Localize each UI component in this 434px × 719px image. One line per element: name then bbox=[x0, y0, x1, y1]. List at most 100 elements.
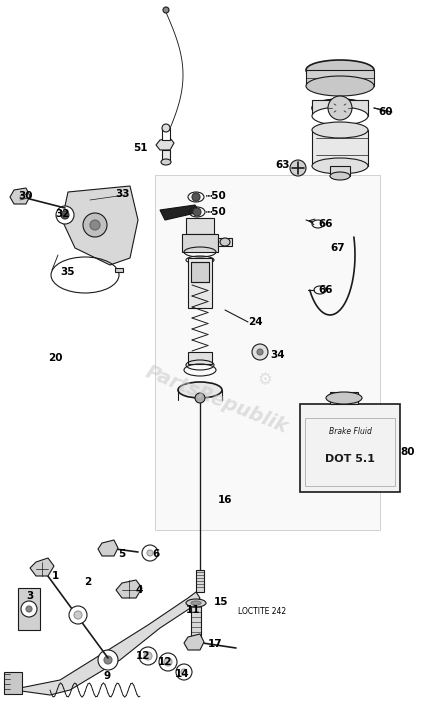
Polygon shape bbox=[156, 138, 174, 150]
Bar bbox=[330, 166, 350, 176]
Polygon shape bbox=[155, 175, 380, 530]
Circle shape bbox=[328, 96, 352, 120]
Polygon shape bbox=[10, 188, 30, 204]
Circle shape bbox=[164, 658, 172, 666]
Text: 32: 32 bbox=[55, 209, 69, 219]
Text: 5: 5 bbox=[118, 549, 125, 559]
Circle shape bbox=[193, 208, 201, 216]
Bar bbox=[191, 605, 201, 643]
Bar bbox=[312, 100, 368, 116]
Bar bbox=[330, 392, 358, 404]
Polygon shape bbox=[10, 592, 200, 695]
Bar bbox=[191, 262, 209, 282]
Bar bbox=[196, 570, 204, 592]
Text: 11: 11 bbox=[186, 605, 201, 615]
Text: 6: 6 bbox=[152, 549, 159, 559]
Text: 66: 66 bbox=[318, 285, 332, 295]
Circle shape bbox=[74, 611, 82, 619]
Circle shape bbox=[195, 393, 205, 403]
Bar bbox=[218, 238, 232, 246]
Circle shape bbox=[252, 344, 268, 360]
Circle shape bbox=[257, 349, 263, 355]
Ellipse shape bbox=[178, 382, 222, 398]
Text: LOCTITE 242: LOCTITE 242 bbox=[238, 608, 286, 616]
Ellipse shape bbox=[186, 599, 206, 607]
Circle shape bbox=[139, 647, 157, 665]
Polygon shape bbox=[184, 634, 204, 650]
Circle shape bbox=[90, 220, 100, 230]
Text: 20: 20 bbox=[48, 353, 62, 363]
Ellipse shape bbox=[312, 122, 368, 138]
Polygon shape bbox=[98, 540, 118, 556]
Text: 80: 80 bbox=[400, 447, 414, 457]
Text: DOT 5.1: DOT 5.1 bbox=[325, 454, 375, 464]
Circle shape bbox=[142, 545, 158, 561]
Bar bbox=[300, 404, 400, 492]
Text: 34: 34 bbox=[270, 350, 285, 360]
Bar bbox=[162, 128, 170, 140]
Circle shape bbox=[98, 650, 118, 670]
Text: ⚙: ⚙ bbox=[257, 371, 273, 389]
Text: ┉50: ┉50 bbox=[206, 207, 227, 217]
Bar bbox=[162, 150, 170, 162]
Text: 12: 12 bbox=[136, 651, 151, 661]
Circle shape bbox=[176, 664, 192, 680]
Bar bbox=[312, 130, 368, 166]
Ellipse shape bbox=[326, 392, 362, 404]
Ellipse shape bbox=[312, 158, 368, 174]
Text: 9: 9 bbox=[103, 671, 110, 681]
Circle shape bbox=[162, 124, 170, 132]
Text: 66: 66 bbox=[318, 219, 332, 229]
Text: 63: 63 bbox=[276, 160, 290, 170]
Text: 16: 16 bbox=[218, 495, 233, 505]
Polygon shape bbox=[160, 205, 200, 220]
Text: 17: 17 bbox=[208, 639, 223, 649]
Bar bbox=[306, 70, 374, 86]
Bar bbox=[18, 588, 40, 630]
Polygon shape bbox=[62, 186, 138, 265]
Text: 30: 30 bbox=[18, 191, 33, 201]
Ellipse shape bbox=[163, 7, 169, 13]
Text: 24: 24 bbox=[248, 317, 263, 327]
Text: 35: 35 bbox=[60, 267, 75, 277]
Circle shape bbox=[56, 206, 74, 224]
Text: 14: 14 bbox=[175, 669, 190, 679]
Ellipse shape bbox=[312, 99, 368, 117]
Text: 15: 15 bbox=[214, 597, 228, 607]
Circle shape bbox=[290, 160, 306, 176]
Text: 33: 33 bbox=[115, 189, 129, 199]
Text: PartsRepublik: PartsRepublik bbox=[143, 362, 291, 437]
Bar bbox=[182, 234, 218, 252]
Ellipse shape bbox=[330, 172, 350, 180]
Ellipse shape bbox=[306, 60, 374, 80]
Bar bbox=[305, 418, 395, 486]
Text: 4: 4 bbox=[136, 585, 143, 595]
Circle shape bbox=[159, 653, 177, 671]
Circle shape bbox=[144, 652, 152, 660]
Text: 12: 12 bbox=[158, 657, 172, 667]
Ellipse shape bbox=[161, 159, 171, 165]
Bar bbox=[188, 258, 212, 308]
Polygon shape bbox=[30, 558, 54, 576]
Circle shape bbox=[181, 669, 187, 675]
Circle shape bbox=[192, 193, 200, 201]
Polygon shape bbox=[116, 580, 142, 598]
Circle shape bbox=[83, 213, 107, 237]
Circle shape bbox=[21, 601, 37, 617]
Text: ┉50: ┉50 bbox=[206, 191, 227, 201]
Circle shape bbox=[147, 550, 153, 556]
Text: Brake Fluid: Brake Fluid bbox=[329, 428, 372, 436]
Bar bbox=[4, 672, 22, 694]
Ellipse shape bbox=[306, 76, 374, 96]
Text: 60: 60 bbox=[378, 107, 392, 117]
Text: 67: 67 bbox=[330, 243, 345, 253]
Circle shape bbox=[69, 606, 87, 624]
Text: 2: 2 bbox=[84, 577, 91, 587]
Circle shape bbox=[104, 656, 112, 664]
Bar bbox=[186, 218, 214, 234]
Text: 3: 3 bbox=[26, 591, 33, 601]
Ellipse shape bbox=[220, 238, 230, 246]
Bar bbox=[188, 352, 212, 364]
Circle shape bbox=[61, 211, 69, 219]
Text: 51: 51 bbox=[134, 143, 148, 153]
